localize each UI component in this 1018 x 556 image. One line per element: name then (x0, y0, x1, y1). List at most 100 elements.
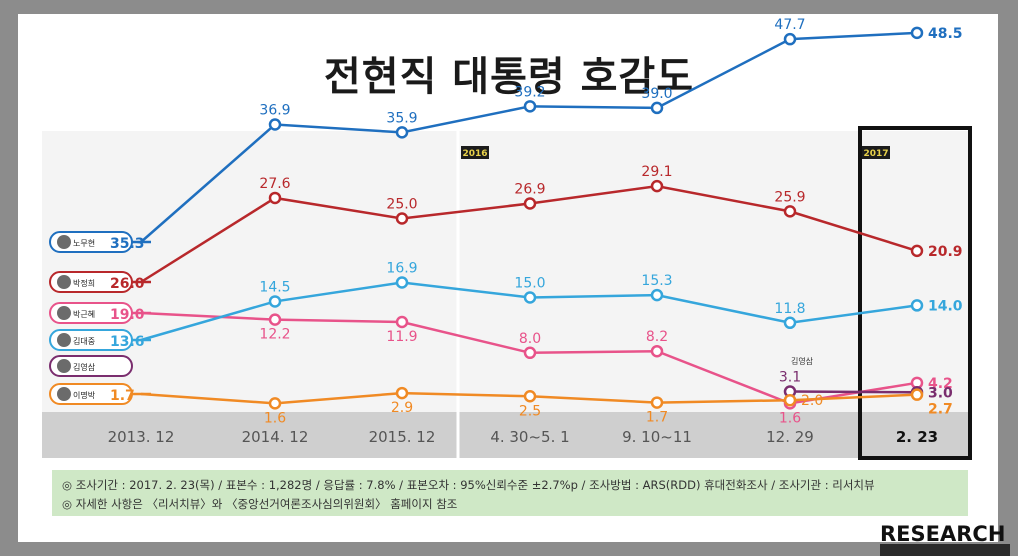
data-label: 4.2 (928, 376, 953, 392)
footnote-line-2: ◎ 자세한 사항은 〈리서치뷰〉와 〈중앙선거여론조사심의위원회〉 홈페이지 참… (62, 497, 458, 511)
series-start-box (49, 329, 133, 351)
data-label: 25.0 (386, 197, 417, 213)
data-label: 35.9 (386, 110, 417, 126)
category-label: 2013. 12 (108, 428, 175, 446)
data-point (650, 179, 664, 193)
category-label: 4. 30~5. 1 (490, 428, 569, 446)
highlight-box-2017 (858, 126, 972, 460)
portrait-icon (57, 359, 71, 373)
data-label: 15.0 (514, 276, 545, 292)
series-start-value: 35.3 (110, 236, 145, 252)
data-point (523, 291, 537, 304)
data-label: 3.1 (779, 370, 801, 386)
series-name: 노무현 (73, 239, 95, 248)
data-label: 25.9 (774, 189, 805, 205)
series-inline-name: 김영삼 (791, 356, 814, 366)
data-label: 39.2 (514, 84, 545, 100)
data-label: 29.1 (641, 164, 672, 180)
data-point (783, 316, 797, 330)
data-label: 2.0 (801, 393, 823, 409)
portrait-icon (57, 275, 71, 289)
data-point (650, 101, 664, 115)
chart-title: 전현직 대통령 호감도 (323, 54, 695, 100)
data-point (910, 244, 924, 258)
data-label: 1.6 (264, 410, 286, 426)
year-badge (461, 146, 489, 159)
logo-underbar (880, 544, 1010, 556)
data-label: 36.9 (259, 102, 290, 118)
data-label: 2.5 (519, 403, 541, 419)
data-point (650, 396, 664, 409)
data-point (268, 313, 282, 326)
data-label: 14.5 (259, 279, 290, 295)
data-point (910, 299, 924, 312)
data-label: 12.2 (259, 327, 290, 343)
data-label: 27.6 (259, 176, 290, 192)
data-point (268, 295, 282, 308)
data-point (783, 205, 797, 218)
data-label: 1.7 (646, 410, 668, 426)
series-name: 김대중 (73, 336, 95, 346)
research-view-logo: RESEARCH (880, 522, 1006, 546)
series-start-box (49, 231, 133, 253)
category-label: 2. 23 (896, 428, 938, 446)
category-label: 12. 29 (766, 428, 814, 446)
year-badge-label: 2017 (863, 149, 888, 159)
series-name: 박정희 (73, 278, 95, 288)
series-start-value: 1.7 (110, 388, 135, 404)
data-point (783, 393, 797, 407)
data-point (523, 100, 537, 113)
series-line (789, 390, 918, 394)
series-name: 이명박 (73, 390, 96, 400)
data-label: 1.6 (779, 410, 801, 426)
data-label: 2.7 (928, 402, 953, 418)
portrait-icon (57, 235, 71, 249)
data-point (650, 344, 664, 358)
series-start-box (49, 383, 133, 405)
data-point (395, 276, 409, 289)
series-start-box (49, 302, 133, 324)
data-label: 11.9 (386, 329, 417, 345)
data-label: 48.5 (928, 26, 963, 42)
data-point (268, 191, 282, 205)
data-label: 3.0 (928, 385, 953, 401)
portrait-icon (57, 306, 71, 320)
data-point (395, 212, 409, 225)
data-point (910, 388, 924, 401)
data-label: 8.2 (646, 329, 668, 345)
portrait-icon (57, 333, 71, 347)
data-point (910, 26, 924, 40)
data-label: 39.0 (641, 86, 672, 102)
data-label: 26.9 (514, 181, 545, 197)
data-label: 11.8 (774, 301, 805, 317)
series-name: 박근혜 (73, 309, 95, 319)
data-point (268, 397, 282, 410)
category-label: 9. 10~11 (622, 428, 692, 446)
category-label: 2015. 12 (369, 428, 436, 446)
year-badge (862, 146, 890, 159)
series-name: 김영삼 (73, 362, 96, 372)
series-start-box (49, 271, 133, 293)
data-label: 8.0 (519, 331, 541, 347)
data-point (650, 288, 664, 302)
data-point (395, 386, 409, 400)
data-label: 2.9 (391, 400, 413, 416)
survey-footnote: ◎ 조사기간 : 2017. 2. 23(목) / 표본수 : 1,282명 /… (52, 470, 968, 516)
category-label: 2014. 12 (242, 428, 309, 446)
data-label: 14.0 (928, 298, 963, 314)
data-label: 47.7 (774, 17, 805, 33)
footnote-line-1: ◎ 조사기간 : 2017. 2. 23(목) / 표본수 : 1,282명 /… (62, 478, 875, 492)
data-label: 15.3 (641, 273, 672, 289)
data-point (523, 197, 537, 210)
plot-background (42, 131, 972, 412)
series-start-value: 26.0 (110, 276, 145, 292)
data-point (783, 32, 797, 46)
series-start-box (49, 355, 133, 377)
year-badge-label: 2016 (462, 149, 487, 159)
portrait-icon (57, 387, 71, 401)
data-point (395, 315, 409, 329)
series-start-value: 13.6 (110, 334, 145, 350)
data-point (523, 390, 537, 403)
data-point (395, 126, 409, 139)
